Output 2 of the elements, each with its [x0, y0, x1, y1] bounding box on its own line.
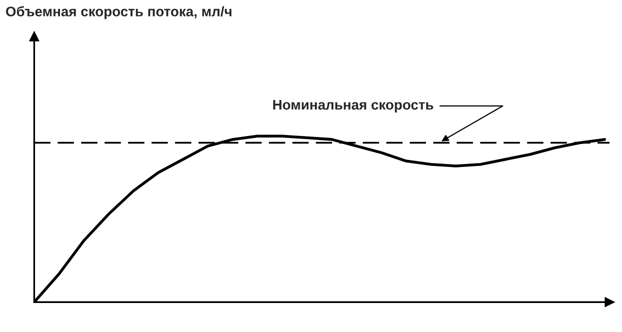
text: Объемная скорость потока, мл/ч — [6, 6, 232, 20]
ref-line-label: Номинальная скорость — [273, 100, 434, 112]
